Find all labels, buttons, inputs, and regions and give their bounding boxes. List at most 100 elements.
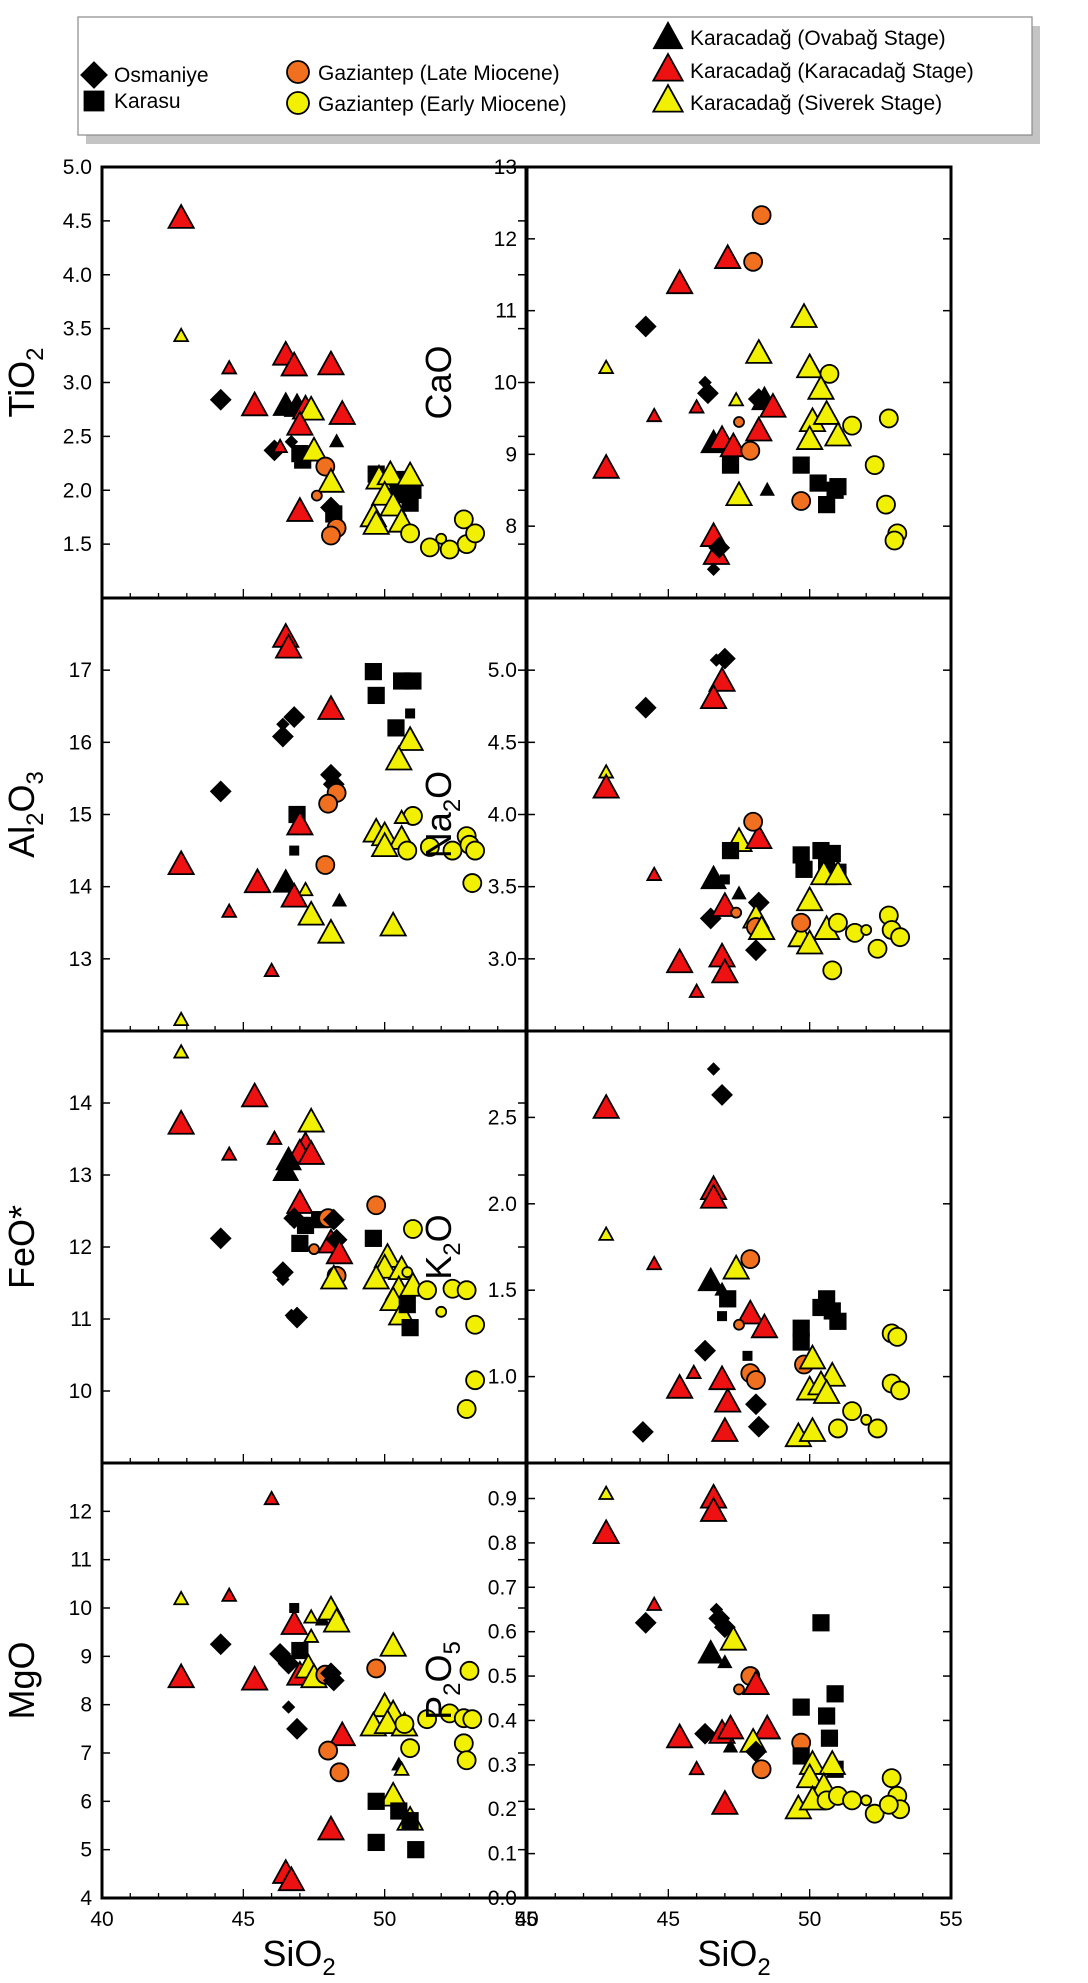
y-axis-title-sub: 2	[439, 1683, 466, 1696]
data-point-sst	[376, 459, 405, 486]
data-point-kst	[240, 390, 269, 417]
data-point-sst	[812, 1378, 841, 1404]
data-point-kst	[699, 683, 728, 710]
data-point-gem	[435, 1305, 448, 1318]
y-tick-label: 13	[69, 1164, 92, 1187]
y-axis-title-main: Na	[418, 811, 459, 858]
y-tick-label: 4.5	[63, 210, 92, 233]
data-point-glm	[321, 525, 341, 546]
y-tick-label: 12	[494, 228, 517, 251]
data-point-osm	[276, 717, 290, 731]
legend-marker-kst	[651, 52, 685, 82]
legend: Osmaniye Karasu Gaziantep (Late Miocene) Ga…	[77, 16, 1040, 144]
data-point-gem	[842, 1401, 862, 1422]
data-point-kar	[404, 672, 422, 690]
data-point-sst	[172, 1590, 190, 1606]
data-point-glm	[315, 855, 336, 875]
data-point-kst	[280, 350, 309, 377]
data-point-kar	[401, 1812, 419, 1830]
y-axis-title-main: CaO	[418, 345, 459, 419]
y-tick-label: 3.0	[63, 372, 92, 395]
data-point-kst	[645, 1595, 663, 1611]
legend-box	[77, 16, 1033, 136]
plot-frame	[525, 1461, 953, 1900]
x-tick-label: 55	[514, 1908, 537, 1931]
data-point-kar	[818, 1707, 836, 1725]
y-tick-label: 10	[69, 1597, 92, 1620]
data-point-kar	[809, 474, 827, 492]
data-points	[592, 1482, 911, 1824]
data-point-kar	[387, 719, 405, 737]
x-axis-title-sub: 2	[322, 1954, 335, 1981]
data-point-kst	[285, 410, 314, 436]
data-point-sst	[373, 1708, 402, 1735]
data-point-sst	[823, 420, 853, 447]
data-point-gem	[828, 1418, 848, 1439]
data-point-glm	[366, 1658, 387, 1679]
data-point-kar	[742, 1350, 753, 1361]
data-point-kar	[405, 708, 416, 719]
data-point-kst	[220, 359, 238, 375]
data-point-gem	[828, 912, 848, 933]
y-tick-label: 0.3	[488, 1754, 517, 1777]
data-point-glm	[746, 1370, 766, 1390]
data-point-ova	[700, 864, 728, 890]
data-point-kst	[271, 437, 289, 453]
data-point-sst	[597, 1225, 615, 1241]
y-tick-label: 5.0	[488, 659, 517, 682]
data-point-kst	[263, 1489, 280, 1506]
data-point-sst	[172, 1010, 190, 1027]
data-point-kar	[289, 845, 300, 856]
legend-entry-gem: Gaziantep (Early Miocene)	[286, 91, 567, 116]
data-point-kst	[744, 823, 773, 850]
data-point-osm	[713, 1616, 736, 1639]
data-point-kst	[266, 1129, 283, 1145]
panel-cao: 8 9 10 11 12 13 CaO	[418, 156, 953, 600]
data-point-kst	[645, 865, 663, 881]
data-point-kar	[401, 1319, 419, 1337]
data-point-glm	[366, 1195, 387, 1216]
data-point-kst	[645, 406, 663, 423]
data-point-kst	[328, 1720, 357, 1747]
y-axis-title-post-sub: 5	[439, 1641, 466, 1654]
data-point-kst	[707, 1364, 737, 1391]
legend-entry-sst: Karacadağ (Siverek Stage)	[651, 83, 942, 115]
data-point-ova	[717, 1654, 733, 1669]
data-point-kst	[707, 666, 737, 692]
data-point-kst	[688, 398, 705, 414]
data-point-osm	[694, 1339, 716, 1362]
data-point-glm	[733, 416, 745, 428]
data-points	[167, 203, 486, 560]
y-tick-label: 5	[80, 1839, 92, 1862]
data-point-sst	[297, 881, 314, 897]
data-point-kst	[285, 809, 314, 836]
data-point-gem	[456, 1750, 477, 1771]
data-point-kar	[820, 1729, 839, 1747]
data-point-kst	[592, 453, 621, 479]
data-point-kst	[688, 982, 705, 998]
data-point-ova	[328, 433, 345, 448]
data-point-gem	[876, 494, 896, 515]
data-point-sst	[299, 435, 329, 462]
legend-label-ova: Karacadağ (Ovabağ Stage)	[690, 27, 946, 50]
x-tick-label: 50	[373, 1908, 396, 1931]
y-tick-label: 2.0	[63, 479, 92, 502]
legend-entry-osm: Osmaniye	[80, 61, 209, 89]
data-point-sst	[719, 1625, 748, 1651]
data-point-sst	[379, 490, 408, 517]
data-point-gem	[459, 1660, 480, 1681]
data-point-gem	[394, 1714, 415, 1734]
data-point-gem	[435, 532, 448, 545]
data-point-glm	[743, 251, 764, 272]
y-tick-label: 7	[80, 1742, 92, 1765]
y-axis-title: TiO2	[1, 347, 49, 417]
data-point-kst	[220, 1586, 238, 1602]
data-point-sst	[747, 914, 776, 940]
legend-label-sst: Karacadağ (Siverek Stage)	[690, 92, 942, 115]
data-point-osm	[209, 1633, 232, 1656]
legend-entry-ova: Karacadağ (Ovabağ Stage)	[652, 21, 946, 50]
y-tick-label: 8	[505, 515, 517, 538]
data-point-osm	[276, 1272, 290, 1287]
data-point-gem	[465, 523, 486, 544]
data-point-kst	[167, 849, 196, 876]
